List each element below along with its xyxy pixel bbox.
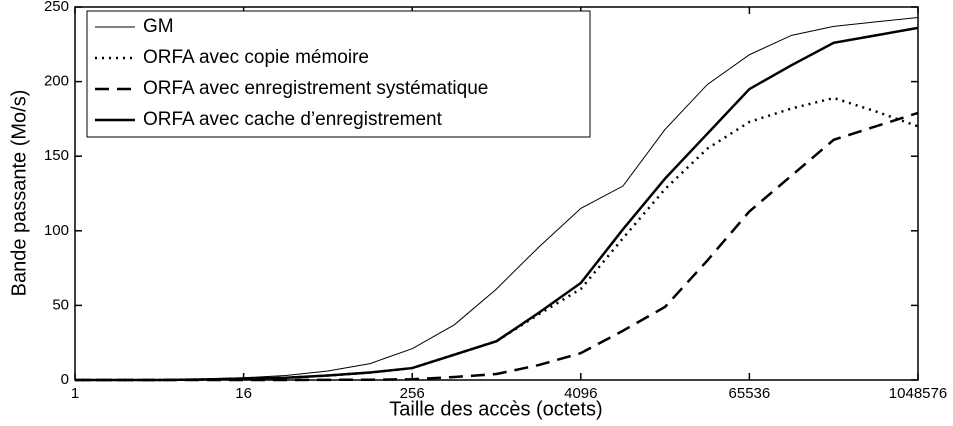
legend-label: ORFA avec copie mémoire <box>143 47 369 68</box>
y-tick-label: 200 <box>44 73 69 90</box>
legend-label: GM <box>143 16 174 37</box>
legend-box <box>86 10 591 138</box>
x-tick-label: 1048576 <box>889 385 947 402</box>
plot-frame <box>74 6 919 381</box>
legend-label: ORFA avec cache d’enregistrement <box>143 109 443 130</box>
legend-label: ORFA avec enregistrement systématique <box>143 78 488 99</box>
series-line <box>75 26 919 382</box>
x-tick-label: 16 <box>235 385 252 402</box>
y-tick-label: 0 <box>61 371 69 388</box>
series-line <box>75 96 919 382</box>
y-axis-label: Bande passante (Mo/s) <box>8 90 30 297</box>
x-tick-label: 65536 <box>729 385 771 402</box>
x-tick-label: 4096 <box>564 385 597 402</box>
x-axis-label: Taille des accès (octets) <box>389 398 602 420</box>
x-tick-label: 1 <box>71 385 79 402</box>
y-tick-label: 50 <box>52 296 69 313</box>
y-tick-label: 250 <box>44 0 69 15</box>
y-tick-label: 150 <box>44 147 69 164</box>
x-tick-label: 256 <box>400 385 425 402</box>
y-tick-label: 100 <box>44 222 69 239</box>
